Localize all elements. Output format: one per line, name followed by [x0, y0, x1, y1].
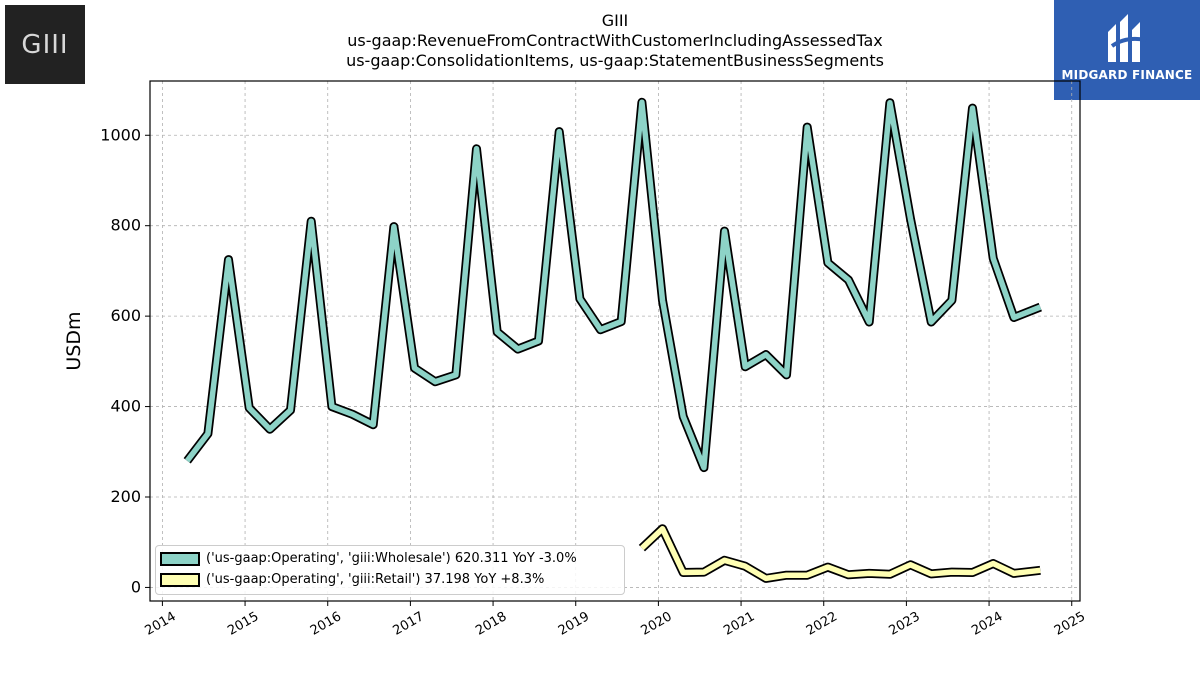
x-tick-label: 2015 — [225, 609, 261, 639]
x-tick-label: 2024 — [969, 609, 1005, 639]
x-tick-label: 2016 — [308, 609, 344, 639]
x-tick-label: 2019 — [556, 609, 592, 639]
midgard-finance-logo: MIDGARD FINANCE — [1054, 0, 1200, 100]
x-axis: 2014 2015 2016 2017 2018 2019 2020 2021 2022 2023… — [143, 601, 1088, 639]
legend-swatch-retail — [160, 572, 200, 587]
x-tick-label: 2025 — [1052, 609, 1088, 639]
legend-item-wholesale: ('us-gaap:Operating', 'giii:Wholesale') … — [160, 551, 577, 566]
legend: ('us-gaap:Operating', 'giii:Wholesale') … — [155, 545, 625, 595]
giii-logo: GIII — [5, 5, 85, 84]
legend-label-wholesale: ('us-gaap:Operating', 'giii:Wholesale') … — [206, 551, 577, 566]
y-tick-label: 600 — [110, 306, 141, 325]
x-tick-label: 2021 — [721, 609, 757, 639]
legend-label-retail: ('us-gaap:Operating', 'giii:Retail') 37.… — [206, 572, 545, 587]
chart-subtitle-1: us-gaap:RevenueFromContractWithCustomerI… — [347, 31, 883, 50]
series-line-wholesale — [185, 99, 1042, 471]
midgard-brand-text: MIDGARD FINANCE — [1061, 68, 1193, 82]
chart-titles: GIII us-gaap:RevenueFromContractWithCust… — [165, 11, 1065, 71]
midgard-mark-icon — [1108, 14, 1147, 62]
x-tick-label: 2022 — [804, 609, 840, 639]
plot-frame — [149, 80, 1081, 602]
series-layer — [183, 97, 1042, 583]
y-axis: 0 200 400 600 800 1000 — [100, 125, 150, 596]
y-axis-label: USDm — [63, 311, 85, 370]
series-line-retail — [640, 525, 1041, 582]
x-tick-label: 2014 — [143, 609, 179, 639]
series-outline-wholesale — [183, 97, 1042, 473]
y-tick-label: 1000 — [100, 125, 141, 144]
x-tick-label: 2020 — [639, 609, 675, 639]
giii-logo-text: GIII — [21, 29, 69, 60]
chart-title: GIII — [601, 11, 629, 30]
legend-item-retail: ('us-gaap:Operating', 'giii:Retail') 37.… — [160, 572, 544, 587]
legend-swatch-wholesale — [160, 551, 200, 566]
y-tick-label: 800 — [110, 216, 141, 235]
y-tick-label: 0 — [131, 577, 141, 596]
x-tick-label: 2023 — [887, 609, 923, 639]
x-tick-label: 2017 — [391, 609, 427, 639]
x-tick-label: 2018 — [473, 609, 509, 639]
chart-subtitle-2: us-gaap:ConsolidationItems, us-gaap:Stat… — [346, 51, 884, 70]
grid-lines — [150, 81, 1080, 601]
y-tick-label: 400 — [110, 397, 141, 416]
y-tick-label: 200 — [110, 487, 141, 506]
